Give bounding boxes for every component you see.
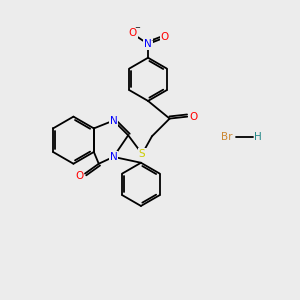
- Text: O: O: [75, 172, 83, 182]
- Text: O: O: [189, 112, 197, 122]
- Text: N: N: [110, 152, 117, 162]
- Text: O: O: [160, 32, 169, 42]
- Text: Br: Br: [221, 132, 232, 142]
- Text: H: H: [254, 132, 262, 142]
- Text: N: N: [144, 39, 152, 49]
- Text: O: O: [128, 28, 136, 38]
- Text: N: N: [110, 116, 117, 126]
- Text: S: S: [139, 149, 146, 159]
- Text: −: −: [134, 25, 140, 31]
- Text: +: +: [150, 38, 156, 43]
